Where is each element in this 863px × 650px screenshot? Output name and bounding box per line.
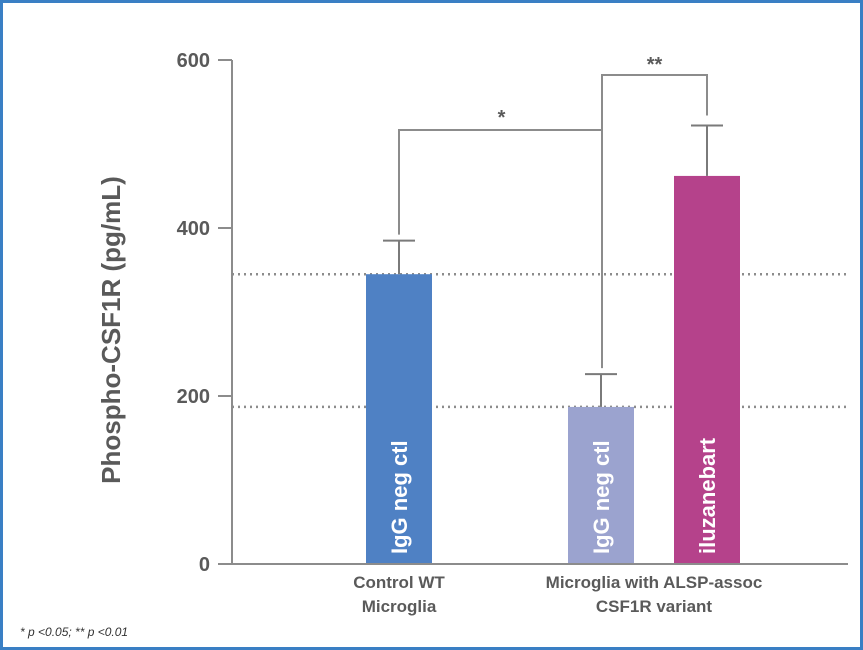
- bar-labels: IgG neg ctl IgG neg ctl iluzanebart: [387, 437, 720, 554]
- bar-label: IgG neg ctl: [387, 440, 412, 554]
- bar: [568, 406, 634, 564]
- significance-bracket: [398, 129, 602, 235]
- y-axis-label: Phospho-CSF1R (pg/mL): [96, 176, 126, 484]
- significance-label: *: [498, 107, 506, 129]
- x-group-label: CSF1R variant: [596, 597, 713, 616]
- significance-footnote: * p <0.05; ** p <0.01: [20, 625, 128, 639]
- y-tick-label: 0: [199, 554, 210, 576]
- reference-lines: [232, 272, 848, 409]
- bars: [366, 175, 740, 565]
- y-ticks: 0 200 400 600: [177, 50, 232, 576]
- bar: [674, 175, 740, 565]
- x-group-label: Microglia with ALSP-assoc: [546, 573, 763, 592]
- bar-label: IgG neg ctl: [589, 440, 614, 554]
- bar-label: iluzanebart: [695, 437, 720, 554]
- axes: [231, 60, 848, 565]
- group-labels: Control WT Microglia Microglia with ALSP-a…: [353, 573, 762, 616]
- significance-label: **: [647, 54, 663, 76]
- y-tick-label: 200: [177, 386, 210, 408]
- error-bars: [383, 124, 723, 407]
- y-tick-label: 400: [177, 218, 210, 240]
- y-tick-label: 600: [177, 50, 210, 72]
- x-group-label: Microglia: [362, 597, 437, 616]
- x-group-label: Control WT: [353, 573, 445, 592]
- bar: [366, 274, 432, 564]
- significance-brackets: ***: [398, 54, 708, 369]
- significance-bracket: [601, 74, 708, 369]
